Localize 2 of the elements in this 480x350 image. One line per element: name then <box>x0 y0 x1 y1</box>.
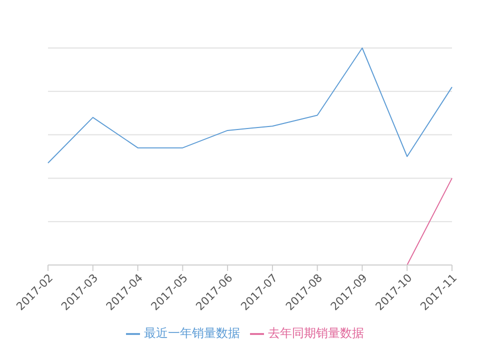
legend-label: 最近一年销量数据 <box>144 326 240 340</box>
legend-label: 去年同期销量数据 <box>268 326 364 340</box>
